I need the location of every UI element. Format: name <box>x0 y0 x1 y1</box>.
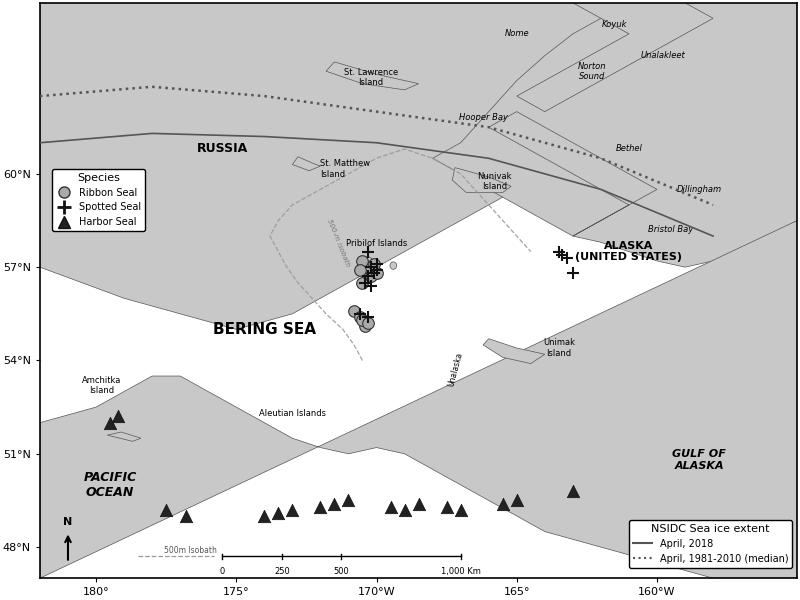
Point <box>356 256 369 266</box>
Text: GULF OF
ALASKA: GULF OF ALASKA <box>672 449 726 471</box>
Point <box>354 265 366 275</box>
Point <box>367 259 380 269</box>
Point <box>365 262 378 272</box>
Text: N: N <box>63 517 73 527</box>
Text: RUSSIA: RUSSIA <box>197 142 248 155</box>
Text: Nome: Nome <box>505 29 529 38</box>
Point <box>398 505 411 515</box>
Point <box>314 502 327 511</box>
Point <box>440 502 453 511</box>
Point <box>104 418 117 427</box>
Point <box>362 312 374 322</box>
Point <box>365 281 378 290</box>
Point <box>356 315 369 325</box>
Text: Norton
Sound: Norton Sound <box>578 62 606 81</box>
Text: Bethel: Bethel <box>615 145 642 154</box>
Point <box>561 253 574 263</box>
Polygon shape <box>517 3 713 112</box>
Point <box>555 250 568 260</box>
Polygon shape <box>292 157 321 171</box>
Point <box>272 508 285 518</box>
Polygon shape <box>40 221 798 578</box>
Point <box>354 309 366 319</box>
Polygon shape <box>489 112 657 236</box>
Point <box>454 505 467 515</box>
Point <box>356 278 369 287</box>
Text: 500m Isobath: 500m Isobath <box>164 546 217 555</box>
Point <box>112 412 125 421</box>
Text: Bristol Bay: Bristol Bay <box>648 226 694 235</box>
Point <box>496 499 509 508</box>
Text: Hooper Bay: Hooper Bay <box>458 113 507 122</box>
Point <box>362 247 374 256</box>
Point <box>328 499 341 508</box>
Point <box>566 487 579 496</box>
Point <box>354 312 366 322</box>
Text: Amchitka
Island: Amchitka Island <box>82 376 122 395</box>
Point <box>384 502 397 511</box>
Polygon shape <box>452 167 511 193</box>
Point <box>370 265 383 275</box>
Point <box>362 272 374 281</box>
Point <box>566 269 579 278</box>
Point <box>370 269 383 278</box>
Point <box>362 319 374 328</box>
Circle shape <box>363 257 373 268</box>
Text: Koyuk: Koyuk <box>602 20 628 29</box>
Legend: April, 2018, April, 1981-2010 (median): April, 2018, April, 1981-2010 (median) <box>629 520 792 568</box>
Text: Unimak
Island: Unimak Island <box>543 338 575 358</box>
Point <box>348 306 361 316</box>
Text: Nunivak
Island: Nunivak Island <box>477 172 511 191</box>
Text: 0: 0 <box>220 568 225 577</box>
Point <box>412 499 425 508</box>
Point <box>553 247 566 256</box>
Text: 250: 250 <box>274 568 290 577</box>
Text: Pribilof Islands: Pribilof Islands <box>346 239 407 248</box>
Point <box>367 269 380 278</box>
Point <box>359 322 372 331</box>
Text: Dillingham: Dillingham <box>677 185 722 194</box>
Point <box>342 496 355 505</box>
Text: Aleutian Islands: Aleutian Islands <box>259 409 326 418</box>
Point <box>362 262 374 272</box>
Text: 500-m isobath: 500-m isobath <box>326 218 350 268</box>
Text: 1,000 Km: 1,000 Km <box>441 568 481 577</box>
Text: ALASKA
(UNITED STATES): ALASKA (UNITED STATES) <box>575 241 682 262</box>
Text: St. Matthew
Island: St. Matthew Island <box>321 160 370 179</box>
Point <box>160 505 173 515</box>
Polygon shape <box>483 338 545 364</box>
Polygon shape <box>107 432 141 442</box>
Text: St. Lawrence
Island: St. Lawrence Island <box>344 68 398 87</box>
Text: BERING SEA: BERING SEA <box>213 322 316 337</box>
Point <box>179 511 192 521</box>
Text: Unalaska: Unalaska <box>446 352 464 388</box>
Polygon shape <box>433 3 798 267</box>
Text: 500: 500 <box>334 568 350 577</box>
Point <box>370 259 383 269</box>
Circle shape <box>390 262 397 269</box>
Point <box>286 505 298 515</box>
Point <box>258 511 270 521</box>
Point <box>510 496 523 505</box>
Polygon shape <box>326 62 418 90</box>
Text: Unalakleet: Unalakleet <box>640 51 685 60</box>
Polygon shape <box>40 3 741 329</box>
Point <box>365 272 378 281</box>
Text: PACIFIC
OCEAN: PACIFIC OCEAN <box>83 471 137 499</box>
Point <box>359 278 372 287</box>
